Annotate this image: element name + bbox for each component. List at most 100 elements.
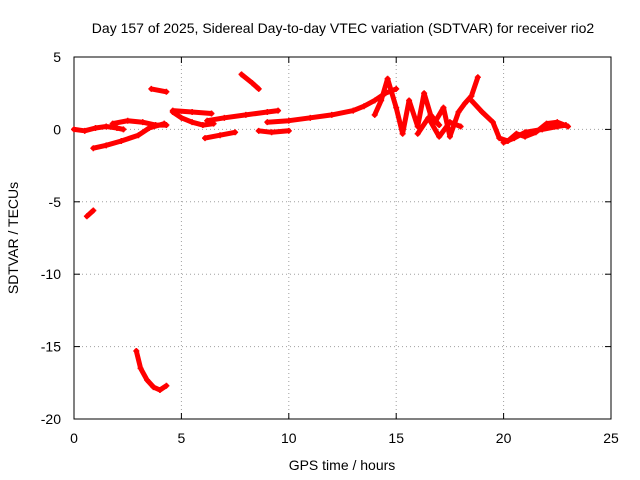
series-line [239, 71, 262, 92]
series-seg16 [414, 114, 464, 140]
data-point [139, 119, 146, 126]
series-seg15 [431, 74, 481, 140]
data-point [255, 127, 262, 134]
data-point [468, 97, 475, 104]
data-point [511, 135, 518, 142]
data-point [285, 127, 292, 134]
data-point [92, 124, 99, 131]
data-point [414, 130, 421, 137]
data-point [543, 120, 550, 127]
data-point [156, 387, 163, 394]
series-line [84, 208, 96, 219]
series-line [372, 76, 442, 137]
data-point [307, 114, 314, 121]
data-point [83, 213, 90, 220]
data-point [118, 137, 125, 144]
data-point [90, 207, 97, 214]
x-tick-label: 0 [70, 430, 78, 446]
x-tick-label: 20 [496, 430, 512, 446]
y-tick-label: -20 [41, 411, 61, 427]
grid-layer [74, 57, 611, 419]
series-seg9 [202, 129, 239, 142]
data-point [554, 123, 561, 130]
data-point [113, 124, 120, 131]
data-point [221, 114, 228, 121]
data-point [328, 111, 335, 118]
data-point [360, 103, 367, 110]
y-tick-label: -15 [41, 339, 61, 355]
data-point [255, 85, 262, 92]
data-point [436, 122, 443, 129]
data-point [399, 130, 406, 137]
data-point [539, 126, 546, 133]
series-seg1 [71, 123, 127, 134]
data-point [264, 119, 271, 126]
x-tick-label: 10 [281, 430, 297, 446]
tick-label-layer: 0 5 10 15 20 25 5 0 -5 -10 -15 -20 [41, 49, 619, 446]
data-point [522, 129, 529, 136]
data-point [446, 119, 453, 126]
data-point [384, 75, 391, 82]
series-seg18 [500, 122, 569, 146]
data-point [455, 109, 462, 116]
data-point [189, 119, 196, 126]
data-point [103, 123, 110, 130]
x-tick-label: 15 [388, 430, 404, 446]
data-point [264, 109, 271, 116]
data-point [137, 365, 144, 372]
data-point [238, 71, 245, 78]
data-point [268, 129, 275, 136]
y-tick-label: -5 [49, 194, 62, 210]
data-point [202, 135, 209, 142]
plot-frame [73, 56, 612, 420]
y-tick-label: -10 [41, 266, 61, 282]
series-seg8 [169, 107, 215, 117]
data-point [425, 114, 432, 121]
data-point [133, 347, 140, 354]
series-seg14 [371, 75, 443, 137]
x-tick-label: 25 [603, 430, 619, 446]
data-point [120, 126, 127, 133]
data-point [144, 376, 151, 383]
data-point [285, 117, 292, 124]
data-point [71, 126, 77, 133]
series-seg5 [133, 347, 170, 394]
y-tick-label: 0 [53, 121, 61, 137]
data-point [135, 132, 142, 139]
data-point [461, 100, 468, 107]
chart-title: Day 157 of 2025, Sidereal Day-to-day VTE… [92, 20, 595, 36]
tick-layer [73, 56, 612, 420]
data-point [446, 133, 453, 140]
data-point [169, 107, 176, 114]
data-point [393, 104, 400, 111]
data-point [232, 129, 239, 136]
series-seg6 [148, 85, 170, 95]
data-point [496, 135, 503, 142]
data-point [148, 85, 155, 92]
data-point [275, 107, 282, 114]
x-tick-label: 5 [178, 430, 186, 446]
series-seg3 [109, 117, 170, 129]
data-point [124, 117, 131, 124]
data-point [371, 97, 378, 104]
data-point [249, 80, 256, 87]
data-point [208, 110, 215, 117]
data-point [90, 145, 97, 152]
data-point [163, 122, 170, 129]
series-seg11 [238, 71, 262, 92]
data-point [163, 88, 170, 95]
data-point [204, 117, 211, 124]
data-point [371, 111, 378, 118]
data-point [500, 139, 507, 146]
data-layer [71, 71, 572, 394]
data-point [562, 122, 569, 129]
y-axis-label: SDTVAR / TECUs [5, 182, 21, 294]
data-point [189, 109, 196, 116]
data-point [421, 90, 428, 97]
series-seg12 [255, 127, 292, 136]
data-point [109, 120, 116, 127]
series-seg2 [90, 120, 168, 152]
y-tick-label: 5 [53, 49, 61, 65]
data-point [163, 382, 170, 389]
